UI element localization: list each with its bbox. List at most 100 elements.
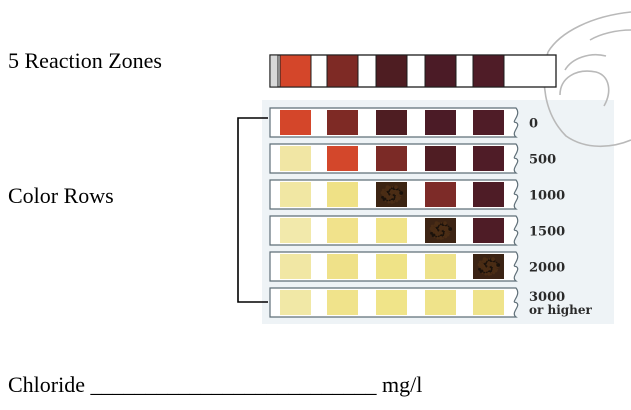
speckle-dot bbox=[496, 268, 499, 271]
row-zone-swatch bbox=[425, 182, 456, 207]
speckle-dot bbox=[487, 272, 491, 276]
speckle-dot bbox=[491, 257, 495, 262]
row-zone-swatch bbox=[280, 290, 311, 315]
chloride-label: Chloride bbox=[8, 372, 85, 397]
speckle-dot bbox=[433, 224, 436, 227]
speckle-dot bbox=[386, 199, 389, 202]
speckle-dot bbox=[380, 190, 385, 195]
speckle-dot bbox=[482, 257, 487, 262]
speckle-dot bbox=[433, 236, 436, 239]
speckle-dot bbox=[393, 201, 395, 204]
speckle-dot bbox=[434, 221, 439, 226]
row-zone-swatch bbox=[327, 182, 358, 207]
speckle-dot bbox=[481, 260, 484, 263]
thumb-line-3 bbox=[559, 70, 610, 107]
speckle-dot bbox=[442, 235, 445, 238]
row-zone-swatch bbox=[280, 110, 311, 135]
row-value: 1000 bbox=[529, 189, 565, 204]
color-rows-label: Color Rows bbox=[8, 183, 114, 208]
speckle-dot bbox=[477, 262, 482, 267]
row-zone-swatch bbox=[327, 110, 358, 135]
speckle-dot bbox=[496, 263, 501, 267]
speckle-dot bbox=[387, 200, 391, 204]
speckle-dot bbox=[381, 195, 384, 199]
strip-zone-1 bbox=[279, 54, 312, 88]
row-zone-swatch bbox=[327, 254, 358, 279]
speckle-dot bbox=[483, 271, 486, 274]
strip-zone-3 bbox=[375, 54, 408, 88]
row-zone-swatch bbox=[473, 218, 504, 243]
speckle-dot bbox=[385, 185, 390, 190]
speckle-dot bbox=[492, 271, 496, 275]
speckle-dot bbox=[436, 236, 440, 240]
speckle-dot bbox=[490, 273, 492, 276]
speckle-dot bbox=[384, 188, 387, 191]
speckle-dot bbox=[430, 224, 434, 228]
thumb-line-4 bbox=[589, 29, 631, 41]
speckle-dot bbox=[399, 196, 402, 199]
speckle-dot bbox=[448, 232, 451, 235]
strip-end bbox=[269, 54, 279, 88]
row-zone-swatch bbox=[473, 182, 504, 207]
color-row: 500 bbox=[269, 143, 556, 174]
chloride-result-line: Chloride __________________________ mg/l bbox=[8, 374, 422, 396]
speckle-dot bbox=[487, 259, 490, 262]
speckle-dot bbox=[444, 235, 448, 239]
color-row: 0 bbox=[269, 107, 538, 138]
row-zone-swatch bbox=[327, 218, 358, 243]
color-rows-bracket bbox=[237, 117, 268, 303]
row-zone-swatch bbox=[376, 146, 407, 171]
speckle-dot bbox=[398, 189, 401, 192]
thumb-line-2 bbox=[564, 54, 607, 71]
row-zone-swatch bbox=[376, 254, 407, 279]
speckle-dot bbox=[448, 227, 453, 231]
thumb-line-0 bbox=[547, 11, 631, 53]
row-zone-swatch bbox=[473, 146, 504, 171]
speckle-dot bbox=[478, 260, 482, 264]
speckle-dot bbox=[484, 272, 488, 276]
speckle-dot bbox=[391, 186, 394, 188]
row-zone-swatch bbox=[425, 290, 456, 315]
row-zone-swatch bbox=[425, 110, 456, 135]
strip-zone-2 bbox=[326, 54, 359, 88]
speckle-dot bbox=[488, 258, 491, 260]
speckle-dot bbox=[490, 271, 493, 274]
speckle-dot bbox=[394, 185, 398, 190]
speckle-dot bbox=[481, 272, 484, 275]
row-zone-swatch bbox=[376, 218, 407, 243]
speckle-dot bbox=[430, 231, 433, 235]
speckle-dot bbox=[384, 200, 387, 203]
speckle-dot bbox=[495, 261, 498, 264]
row-zone-swatch bbox=[327, 290, 358, 315]
strip-zone-4 bbox=[424, 54, 457, 88]
test-strip bbox=[269, 54, 557, 88]
speckle-dot bbox=[381, 188, 385, 192]
row-value: 2000 bbox=[529, 261, 565, 276]
color-row: 1000 bbox=[269, 179, 565, 210]
speckle-dot bbox=[442, 237, 444, 240]
speckle-dot bbox=[439, 223, 442, 226]
speckle-dot bbox=[390, 187, 393, 190]
row-zone-swatch bbox=[280, 182, 311, 207]
chloride-unit: mg/l bbox=[382, 372, 423, 397]
color-row: 1500 bbox=[269, 215, 565, 246]
speckle-dot bbox=[440, 222, 443, 224]
speckle-dot bbox=[393, 199, 396, 202]
strip-body bbox=[269, 54, 557, 88]
speckle-dot bbox=[390, 200, 394, 204]
speckle-dot bbox=[439, 236, 443, 240]
speckle-dot bbox=[443, 221, 447, 226]
row-value-note: or higher bbox=[529, 303, 593, 317]
row-zone-swatch bbox=[280, 146, 311, 171]
reaction-zones-label: 5 Reaction Zones bbox=[8, 48, 162, 73]
row-zone-swatch bbox=[280, 218, 311, 243]
speckle-dot bbox=[447, 225, 450, 228]
chloride-blank: __________________________ bbox=[90, 372, 377, 397]
row-value: 3000 bbox=[529, 290, 565, 305]
row-zone-swatch bbox=[376, 290, 407, 315]
row-value: 0 bbox=[529, 117, 538, 132]
speckle-dot bbox=[395, 199, 399, 203]
